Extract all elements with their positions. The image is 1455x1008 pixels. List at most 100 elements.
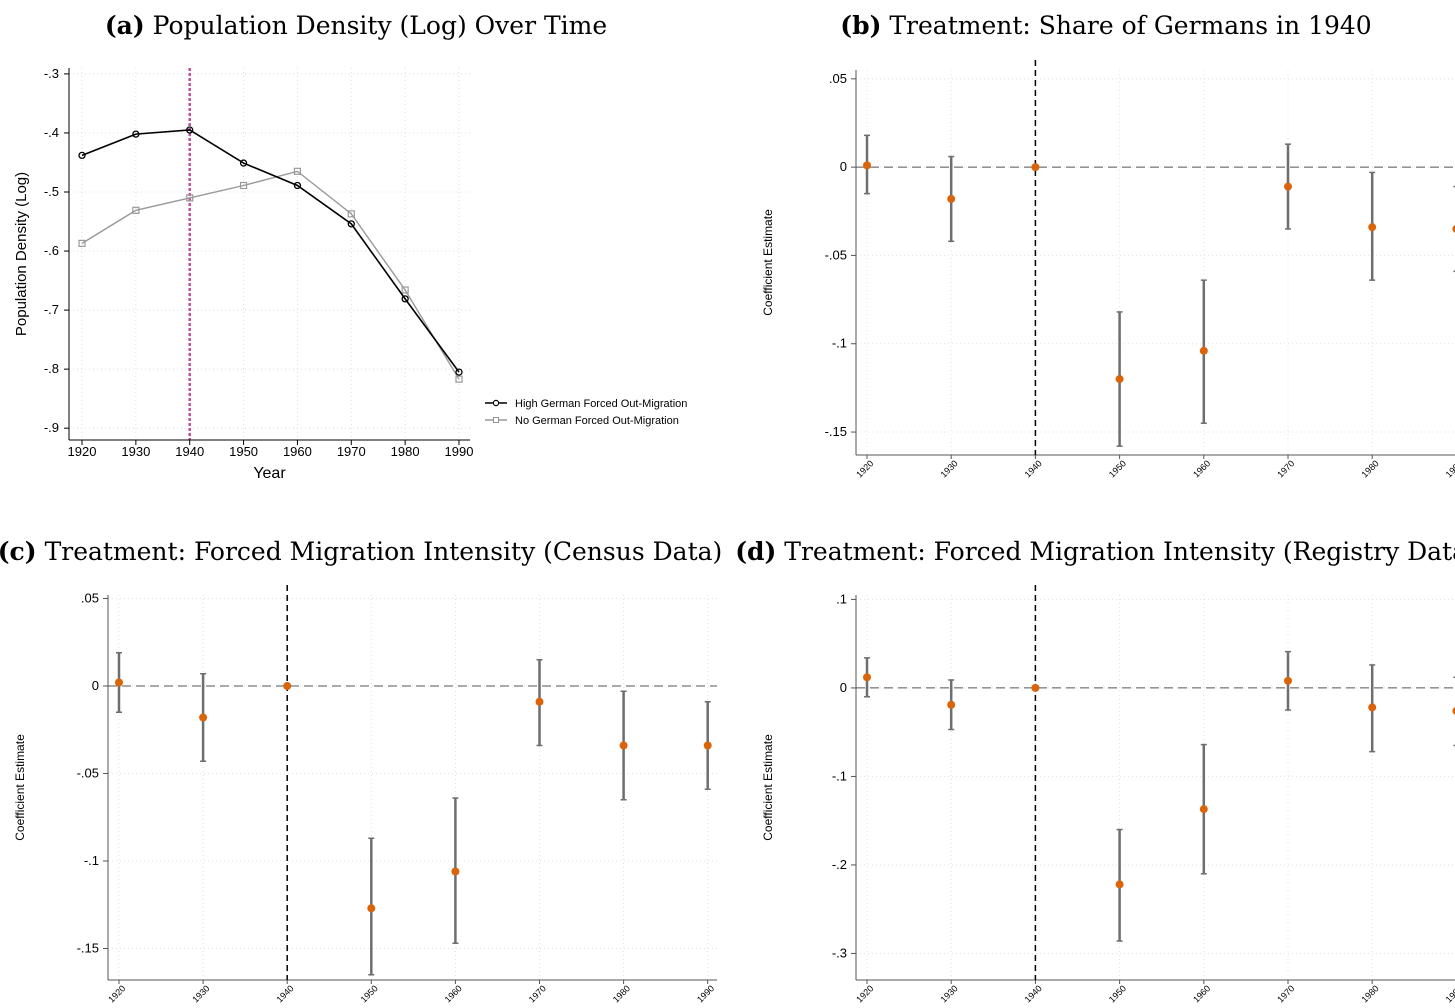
panel-a-x-tick-label-1990: 1990 [445, 444, 474, 459]
panel-b-y-tick-label-0: .05 [829, 71, 847, 86]
panel-c-x-tick-label-1950: 1950 [359, 983, 380, 1004]
panel-c-title-text: Treatment: Forced Migration Intensity (C… [45, 537, 723, 566]
panel-c-x-tick-label-1930: 1930 [190, 983, 211, 1004]
series-high-point-1940 [186, 126, 194, 134]
panel-d-y-tick-label-0: .1 [836, 591, 847, 606]
panel-c-grid [108, 595, 717, 980]
series-high-point-1960 [293, 181, 302, 190]
panel-d-chart: Coefficient Estimate .1 0 -.1 -.2 -.3 1920 193… [761, 585, 1455, 1004]
panel-a-grid [69, 68, 470, 440]
panel-d-estimate-1980 [1368, 703, 1377, 712]
panel-a-title-text: Population Density (Log) Over Time [153, 11, 607, 40]
panel-b-estimate-1970 [1284, 182, 1292, 191]
series-line-no [81, 170, 460, 380]
series-high-point-1950 [239, 159, 248, 167]
panel-b-chart: Coefficient Estimate .05 0 -.05 -.1 -.15 1920… [761, 60, 1455, 479]
panel-c-y-tick-label-4: -.15 [77, 941, 99, 956]
panel-a-x-tick-label-1940: 1940 [175, 444, 204, 459]
panel-b-x-tick-label-1940: 1940 [1023, 458, 1044, 479]
panel-b-estimate-1920 [863, 161, 871, 170]
panel-a-y-tick-label-4: -.7 [44, 302, 59, 317]
panel-a-axes: -.3 -.4 -.5 -.6 -.7 -.8 -.9 1920 1930 1940 1950 196… [44, 66, 474, 459]
panel-c-x-tick-label-1990: 1990 [695, 983, 716, 1004]
panel-a-legend: High German Forced Out-Migration No Germ… [485, 398, 687, 427]
panel-a-title: (a) Population Density (Log) Over Time [105, 11, 607, 40]
panel-d-y-axis-label: Coefficient Estimate [761, 734, 775, 841]
series-no-point-1990 [455, 375, 463, 383]
panel-a-x-tick-label-1970: 1970 [337, 444, 366, 459]
panel-d-x-tick-label-1920: 1920 [854, 983, 875, 1004]
panel-b-x-tick-label-1970: 1970 [1275, 458, 1296, 479]
panel-b-estimate-1990 [1452, 225, 1455, 233]
panel-d-title: (d) Treatment: Forced Migration Intensit… [735, 537, 1455, 566]
panel-a-y-tick-label-0: -.3 [44, 66, 59, 81]
panel-b-y-axis-label: Coefficient Estimate [761, 209, 775, 316]
panel-c-estimate-1950 [367, 904, 376, 913]
panel-c-x-tick-label-1940: 1940 [274, 983, 295, 1004]
panel-a-y-tick-label-5: -.8 [44, 361, 59, 376]
panel-d-estimate-1940 [1031, 683, 1040, 692]
panel-a-x-tick-label-1930: 1930 [121, 444, 150, 459]
panel-d-estimate-1930 [947, 700, 956, 709]
panel-d-y-tick-label-2: -.1 [832, 768, 847, 783]
panel-d-title-text: Treatment: Forced Migration Intensity (R… [784, 537, 1455, 566]
panel-c-y-tick-label-3: -.1 [84, 853, 99, 868]
panel-b-x-tick-label-1960: 1960 [1191, 458, 1212, 479]
panel-a-x-tick-label-1960: 1960 [283, 444, 312, 459]
series-no-point-1920 [78, 239, 86, 247]
panel-c-tag: (c) [0, 537, 37, 566]
panel-b-title-text: Treatment: Share of Germans in 1940 [889, 11, 1371, 40]
panel-d-estimate-1990 [1452, 707, 1455, 715]
panel-d-estimate-1920 [863, 673, 871, 682]
panel-c-estimate-1960 [451, 867, 460, 876]
panel-b-grid [856, 70, 1455, 455]
panel-a-x-tick-label-1920: 1920 [68, 444, 97, 459]
series-high-point-1930 [132, 130, 140, 138]
panel-c-x-tick-label-1970: 1970 [527, 983, 548, 1004]
panel-a-series [78, 126, 463, 383]
panel-a-chart: -.3 -.4 -.5 -.6 -.7 -.8 -.9 1920 1930 1940 1950 196… [13, 66, 687, 482]
panel-b-y-tick-label-3: -.1 [832, 336, 847, 351]
panel-b-x-tick-label-1980: 1980 [1359, 458, 1380, 479]
panel-b-tag: (b) [840, 11, 881, 40]
panel-d-x-tick-label-1960: 1960 [1191, 983, 1212, 1004]
series-line-high [81, 129, 460, 373]
legend-no-label: No German Forced Out-Migration [515, 415, 679, 427]
legend-high-marker [492, 399, 500, 407]
panel-a-y-tick-label-6: -.9 [44, 420, 59, 435]
series-high-point-1990 [455, 368, 463, 376]
panel-c-y-axis-label: Coefficient Estimate [13, 734, 27, 841]
panel-a-x-tick-label-1980: 1980 [391, 444, 420, 459]
panel-d-estimate-1960 [1199, 805, 1208, 814]
panel-c-y-tick-label-1: 0 [92, 678, 99, 693]
series-no-point-1940 [186, 194, 194, 202]
panel-c-x-tick-label-1920: 1920 [106, 983, 127, 1004]
panel-c-y-tick-label-2: -.05 [77, 766, 99, 781]
series-no-point-1960 [293, 167, 302, 175]
panel-c-estimate-1920 [115, 678, 123, 687]
panel-d-x-tick-label-1940: 1940 [1023, 983, 1044, 1004]
series-high-point-1970 [347, 220, 355, 228]
panel-d-x-tick-label-1950: 1950 [1107, 983, 1128, 1004]
panel-a-y-tick-label-3: -.6 [44, 243, 59, 258]
series-no-point-1950 [239, 181, 248, 190]
panel-b-x-tick-label-1920: 1920 [854, 458, 875, 479]
panel-c-title: (c) Treatment: Forced Migration Intensit… [0, 537, 722, 566]
panel-b-x-tick-label-1990: 1990 [1444, 458, 1455, 479]
panel-a-x-tick-label-1950: 1950 [229, 444, 258, 459]
panel-b-y-tick-label-1: 0 [840, 159, 847, 174]
panel-d-x-tick-label-1990: 1990 [1444, 983, 1455, 1004]
panel-c-x-tick-label-1980: 1980 [611, 983, 632, 1004]
panel-b-estimate-1980 [1368, 223, 1377, 232]
panel-a-x-axis-label: Year [253, 465, 286, 482]
panel-c-x-tick-label-1960: 1960 [443, 983, 464, 1004]
panel-b-x-tick-label-1930: 1930 [938, 458, 959, 479]
legend-no-marker [492, 416, 500, 424]
panel-d-x-tick-label-1970: 1970 [1275, 983, 1296, 1004]
series-no-point-1930 [132, 206, 140, 214]
panel-c-y-tick-label-0: .05 [81, 591, 99, 606]
panel-b-y-tick-label-2: -.05 [825, 247, 847, 262]
panel-c-estimate-1940 [283, 682, 292, 690]
panel-d-x-tick-label-1930: 1930 [938, 983, 959, 1004]
